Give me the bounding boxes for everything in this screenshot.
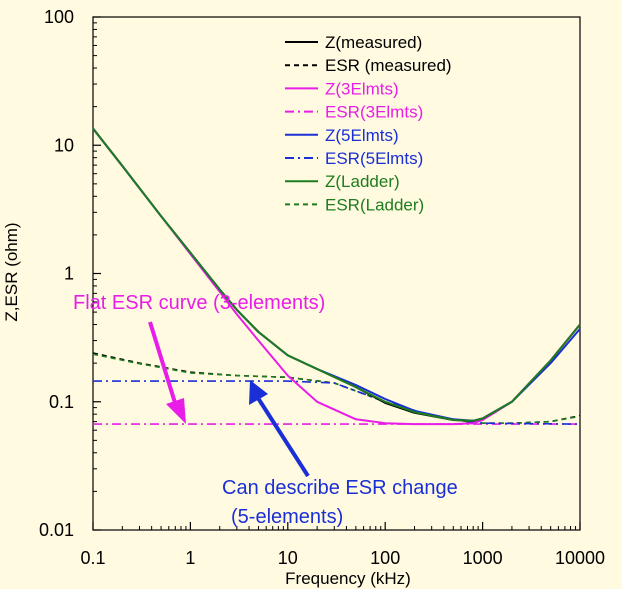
x-tick-label: 10000	[555, 548, 605, 568]
y-tick-label: 10	[54, 135, 74, 155]
series-line-z-ladder	[92, 127, 581, 422]
annotation-esr-change-arrow	[256, 396, 310, 478]
series-lines	[92, 127, 581, 426]
legend-label: ESR(Ladder)	[325, 195, 424, 214]
legend-label: ESR (measured)	[325, 56, 452, 75]
legend: Z(measured) ESR (measured) Z(3Elmts) ESR(3E…	[285, 33, 452, 214]
annotation-flat-esr-arrowhead	[166, 398, 186, 424]
x-tick-label: 1	[185, 548, 195, 568]
x-tick-label: 100	[370, 548, 400, 568]
legend-label: Z(Ladder)	[325, 172, 400, 191]
x-tick-label: 0.1	[80, 548, 105, 568]
annotation-flat-esr: Flat ESR curve (3-elements)	[73, 292, 325, 314]
y-tick-label: 100	[44, 7, 74, 27]
annotation-flat-esr-arrow	[148, 321, 178, 407]
series-line-esr-5elmts	[93, 380, 581, 425]
y-axis-label: Z,ESR (ohm)	[2, 222, 21, 321]
legend-label: ESR(5Elmts)	[325, 149, 423, 168]
legend-label: Z(3Elmts)	[325, 79, 399, 98]
legend-label: Z(5Elmts)	[325, 126, 399, 145]
x-tick-label: 10	[278, 548, 298, 568]
y-tick-label: 0.1	[49, 392, 74, 412]
annotation-esr-change: Can describe ESR change	[222, 477, 458, 499]
legend-label: ESR(3Elmts)	[325, 103, 423, 122]
y-tick-label: 1	[64, 264, 74, 284]
y-tick-label: 0.01	[39, 520, 74, 540]
axes: 0.1 1 10 100 1000 10000 0.01 0.1 1 10 100	[39, 7, 605, 568]
x-axis-label: Frequency (kHz)	[285, 569, 411, 588]
legend-label: Z(measured)	[325, 33, 422, 52]
annotation-five-elements: (5-elements)	[231, 506, 343, 528]
annotation-esr-change-arrowhead	[249, 380, 268, 405]
x-tick-label: 1000	[463, 548, 503, 568]
